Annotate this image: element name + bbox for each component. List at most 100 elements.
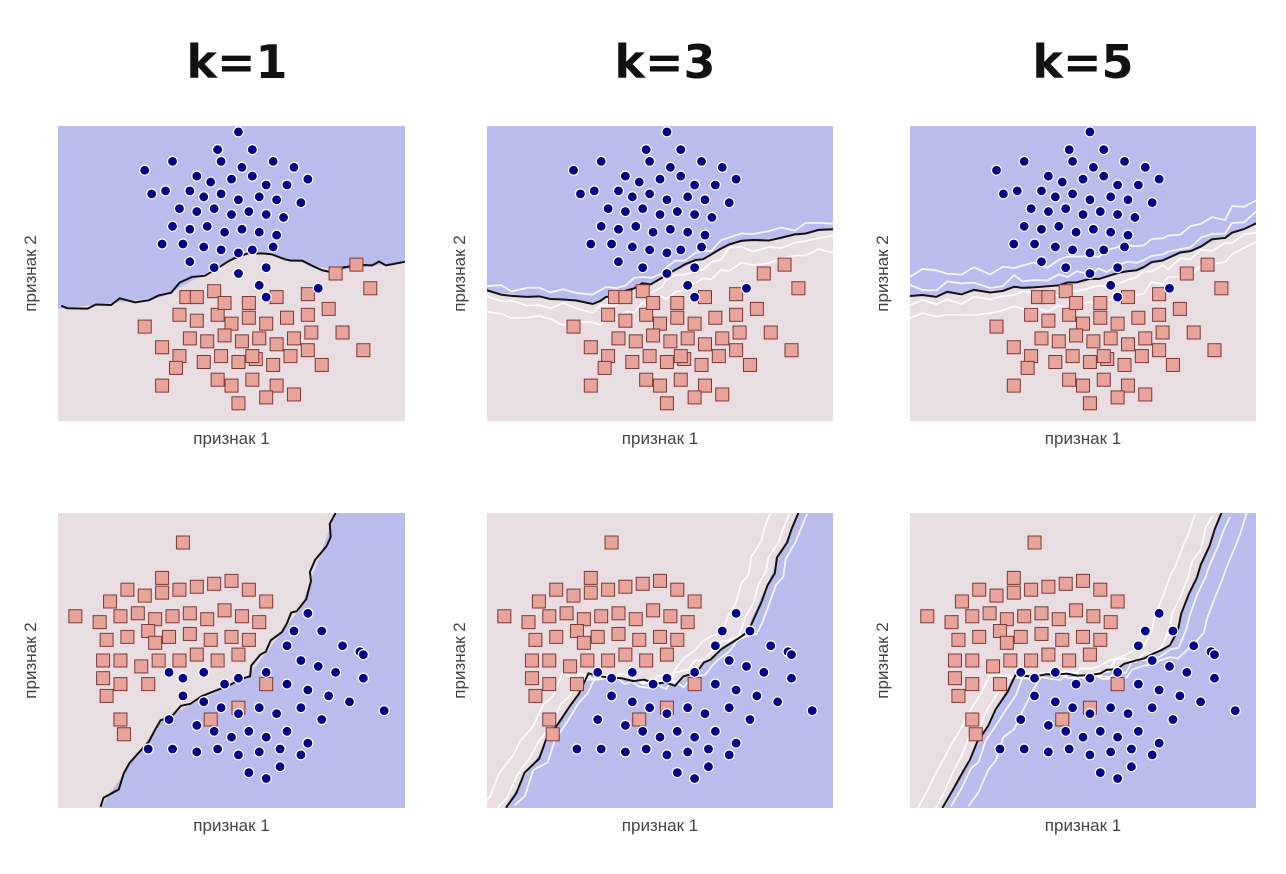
class-b-marker [611, 626, 626, 641]
class-b-marker [531, 594, 546, 609]
class-a-marker [316, 713, 328, 726]
class-a-marker [1049, 191, 1061, 203]
y-axis-label: признак 2 [873, 235, 892, 311]
class-a-marker [619, 170, 632, 182]
class-a-marker [595, 155, 607, 167]
class-a-marker [688, 208, 701, 221]
class-a-marker [302, 607, 314, 619]
plot-top-k5: признак 1 признак 2 [873, 126, 1256, 448]
x-axis-label: признак 1 [1045, 816, 1121, 835]
class-a-marker [626, 241, 638, 253]
class-b-marker [113, 712, 128, 727]
class-b-marker [989, 588, 1004, 603]
class-b-marker [1034, 626, 1049, 641]
class-a-marker [682, 191, 694, 203]
class-a-marker [1025, 203, 1037, 215]
class-a-marker [688, 772, 701, 785]
class-b-marker [528, 632, 543, 647]
class-a-marker [1094, 766, 1106, 779]
class-b-marker [349, 257, 364, 272]
class-b-marker [120, 629, 135, 644]
class-b-marker [1082, 396, 1097, 411]
class-b-marker [1006, 378, 1021, 393]
class-a-marker [723, 749, 735, 761]
class-a-marker [295, 749, 307, 761]
class-b-marker [1024, 349, 1039, 364]
class-b-marker [151, 653, 166, 668]
class-a-marker [260, 772, 272, 785]
class-a-marker [1125, 761, 1138, 773]
class-a-marker [619, 746, 632, 758]
class-a-marker [605, 672, 618, 684]
class-b-marker [1110, 677, 1125, 692]
class-b-marker [1041, 313, 1056, 328]
class-a-marker [675, 144, 687, 156]
class-a-marker [260, 731, 272, 743]
class-a-marker [1229, 705, 1241, 717]
class-a-marker [1153, 607, 1165, 619]
class-a-marker [215, 155, 227, 167]
class-a-marker [1067, 702, 1079, 714]
class-b-marker [200, 612, 215, 627]
class-b-marker [130, 606, 145, 621]
class-b-marker [711, 349, 726, 364]
class-a-marker [1060, 203, 1072, 215]
class-a-marker [675, 170, 687, 182]
class-a-marker [1146, 702, 1158, 714]
class-b-marker [1138, 331, 1153, 346]
class-a-marker [198, 696, 210, 708]
class-b-marker [172, 582, 187, 597]
class-a-marker [637, 203, 649, 215]
class-a-marker [1122, 229, 1134, 241]
class-a-marker [281, 179, 293, 191]
class-a-marker [595, 220, 607, 232]
class-b-marker [763, 325, 778, 340]
class-a-marker [1015, 666, 1027, 678]
class-a-marker [295, 197, 307, 209]
class-a-marker [644, 188, 656, 200]
class-a-marker [288, 161, 300, 173]
class-b-marker [687, 390, 702, 405]
class-a-marker [647, 226, 659, 238]
class-a-marker [260, 291, 272, 303]
class-b-marker [259, 390, 274, 405]
class-b-marker [680, 331, 695, 346]
class-b-marker [1093, 296, 1108, 310]
class-b-marker [954, 594, 969, 609]
class-a-marker [166, 155, 179, 167]
class-b-marker [210, 307, 225, 322]
class-a-marker [163, 666, 175, 678]
class-b-marker [241, 310, 256, 325]
class-a-marker [271, 194, 283, 206]
class-a-marker [1035, 256, 1048, 268]
class-a-marker [166, 743, 179, 755]
y-axis-label: признак 2 [450, 235, 469, 311]
class-b-marker [168, 360, 183, 375]
class-a-marker [236, 161, 248, 173]
class-a-marker [588, 185, 600, 197]
class-a-marker [664, 223, 676, 235]
class-b-marker [155, 340, 170, 355]
class-a-marker [1181, 666, 1193, 678]
class-a-marker [723, 197, 735, 209]
class-b-marker [1041, 290, 1056, 305]
class-b-marker [1055, 712, 1070, 727]
decision-boundary [99, 513, 337, 808]
class-a-marker [1174, 690, 1186, 702]
class-a-marker [236, 223, 248, 235]
class-a-marker [1084, 267, 1096, 280]
class-b-marker [715, 387, 730, 402]
class-b-marker [944, 615, 959, 630]
class-a-marker [1139, 161, 1151, 173]
class-a-marker [246, 144, 258, 156]
class-b-marker [217, 328, 232, 343]
class-b-marker [203, 632, 218, 647]
class-b-marker [304, 325, 319, 340]
class-b-marker [663, 609, 678, 624]
class-b-marker [234, 334, 249, 349]
class-a-marker [260, 208, 272, 221]
class-a-marker [661, 126, 673, 138]
class-b-marker [549, 629, 564, 644]
class-a-marker [1105, 702, 1117, 714]
class-b-marker [234, 609, 249, 624]
